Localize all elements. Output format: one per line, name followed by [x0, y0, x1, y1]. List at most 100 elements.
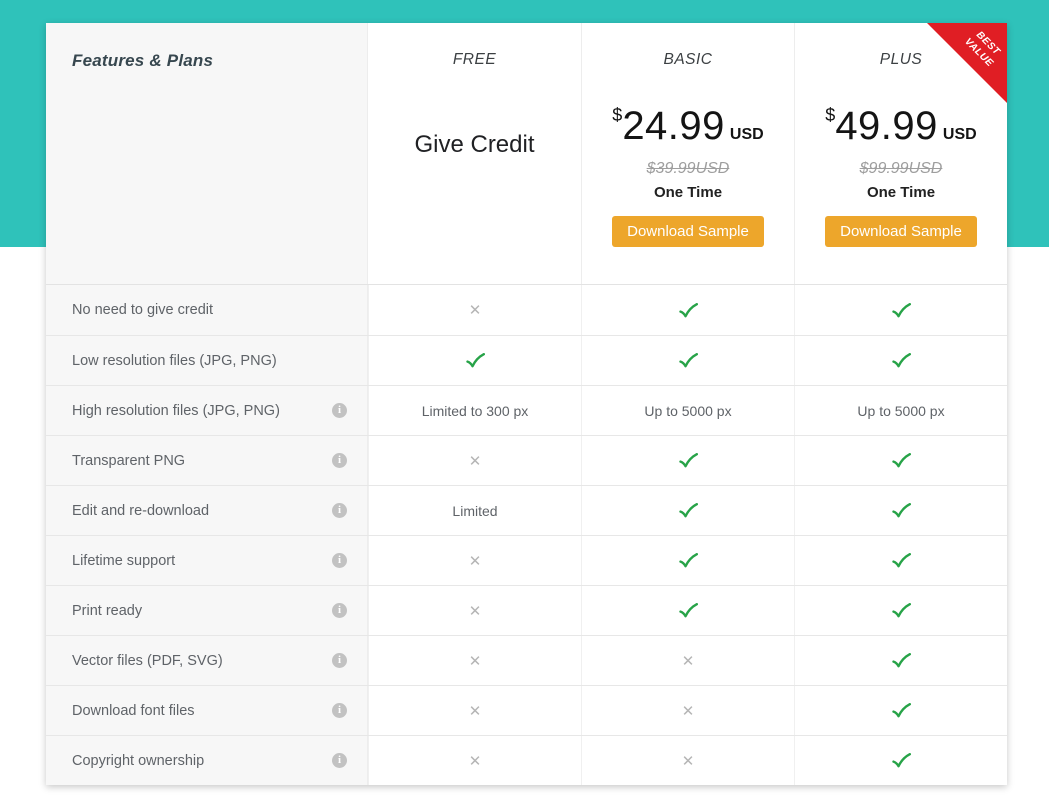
feature-label: Edit and re-download: [72, 502, 210, 519]
check-icon: [678, 503, 698, 518]
feature-label-cell: Low resolution files (JPG, PNG): [46, 336, 368, 385]
feature-label-cell: Transparent PNG i: [46, 436, 368, 485]
pricing-table: Features & Plans FREE Give Credit BASIC …: [46, 23, 1007, 785]
feature-label-cell: Lifetime support i: [46, 536, 368, 585]
table-row: Transparent PNG i ✕: [46, 435, 1007, 485]
price-amount-plus: 49.99: [835, 104, 938, 148]
price-amount-basic: 24.99: [622, 104, 725, 148]
plan-tagline-free: Give Credit: [414, 131, 535, 158]
plan-value-text: Up to 5000 px: [644, 402, 732, 419]
feature-label: Low resolution files (JPG, PNG): [72, 352, 277, 369]
old-price-basic: $39.99USD: [646, 160, 730, 177]
feature-label-cell: Vector files (PDF, SVG) i: [46, 636, 368, 685]
pricing-table-header: Features & Plans FREE Give Credit BASIC …: [46, 23, 1007, 285]
table-row: Print ready i ✕: [46, 585, 1007, 635]
info-icon[interactable]: i: [332, 403, 347, 418]
check-icon: [891, 753, 911, 768]
cross-icon: ✕: [681, 752, 695, 770]
plan-value-cell: [581, 486, 794, 535]
check-icon: [891, 503, 911, 518]
check-icon: [891, 603, 911, 618]
price-currency-plus: $: [825, 105, 836, 125]
plan-value-cell: ✕: [368, 736, 581, 785]
plan-header-free: FREE Give Credit: [368, 23, 581, 284]
plan-value-cell: [368, 336, 581, 385]
plan-value-cell: Limited: [368, 486, 581, 535]
plan-value-cell: [581, 336, 794, 385]
features-plans-title: Features & Plans: [72, 51, 214, 70]
plan-value-cell: ✕: [581, 686, 794, 735]
check-icon: [678, 603, 698, 618]
info-icon[interactable]: i: [332, 753, 347, 768]
plan-value-text: Limited to 300 px: [421, 402, 529, 419]
plan-value-cell: [581, 436, 794, 485]
table-row: Lifetime support i ✕: [46, 535, 1007, 585]
feature-label-cell: Edit and re-download i: [46, 486, 368, 535]
check-icon: [891, 302, 911, 317]
feature-label: Copyright ownership: [72, 752, 205, 769]
download-sample-button-plus[interactable]: Download Sample: [825, 216, 977, 247]
check-icon: [465, 353, 485, 368]
price-unit-plus: USD: [942, 126, 977, 143]
feature-label-cell: Copyright ownership i: [46, 736, 368, 785]
cross-icon: ✕: [468, 602, 482, 620]
feature-label: Print ready: [72, 602, 143, 619]
feature-label: Lifetime support: [72, 552, 176, 569]
table-row: High resolution files (JPG, PNG) i Limited…: [46, 385, 1007, 435]
info-icon[interactable]: i: [332, 603, 347, 618]
check-icon: [891, 653, 911, 668]
feature-label-cell: High resolution files (JPG, PNG) i: [46, 386, 368, 435]
feature-label-cell: Print ready i: [46, 586, 368, 635]
features-header-cell: Features & Plans: [46, 23, 368, 284]
feature-label: High resolution files (JPG, PNG): [72, 402, 280, 419]
plan-value-cell: ✕: [368, 536, 581, 585]
plan-value-cell: [794, 686, 1007, 735]
cross-icon: ✕: [681, 702, 695, 720]
plan-name-plus: PLUS: [879, 51, 923, 68]
price-basic: $24.99 USD: [582, 95, 794, 155]
check-icon: [678, 353, 698, 368]
price-plus: $49.99 USD: [795, 95, 1007, 155]
plan-value-cell: [794, 486, 1007, 535]
feature-label-cell: No need to give credit: [46, 285, 368, 335]
plan-value-cell: Up to 5000 px: [581, 386, 794, 435]
plan-value-cell: [581, 536, 794, 585]
check-icon: [891, 453, 911, 468]
plan-value-cell: [794, 736, 1007, 785]
billing-basic: One Time: [653, 184, 723, 201]
table-row: No need to give credit ✕: [46, 285, 1007, 335]
check-icon: [891, 703, 911, 718]
old-price-plus: $99.99USD: [859, 160, 943, 177]
check-icon: [678, 453, 698, 468]
plan-value-cell: [794, 336, 1007, 385]
feature-label: Transparent PNG: [72, 452, 186, 469]
info-icon[interactable]: i: [332, 503, 347, 518]
feature-label: Vector files (PDF, SVG): [72, 652, 223, 669]
plan-value-cell: ✕: [368, 586, 581, 635]
table-row: Download font files i ✕ ✕: [46, 685, 1007, 735]
info-icon[interactable]: i: [332, 653, 347, 668]
billing-plus: One Time: [866, 184, 936, 201]
plan-value-cell: [794, 436, 1007, 485]
feature-label: No need to give credit: [72, 302, 214, 318]
plan-value-cell: [794, 586, 1007, 635]
cross-icon: ✕: [468, 752, 482, 770]
info-icon[interactable]: i: [332, 703, 347, 718]
check-icon: [678, 553, 698, 568]
cross-icon: ✕: [468, 702, 482, 720]
cross-icon: ✕: [468, 452, 482, 470]
plan-value-cell: ✕: [368, 636, 581, 685]
check-icon: [891, 353, 911, 368]
info-icon[interactable]: i: [332, 453, 347, 468]
plan-value-cell: [794, 285, 1007, 335]
download-sample-button-basic[interactable]: Download Sample: [612, 216, 764, 247]
plan-value-cell: [581, 586, 794, 635]
plan-value-cell: ✕: [581, 636, 794, 685]
plan-value-cell: [794, 536, 1007, 585]
info-icon[interactable]: i: [332, 553, 347, 568]
plan-name-free: FREE: [452, 51, 497, 68]
plan-value-cell: Up to 5000 px: [794, 386, 1007, 435]
plan-name-basic: BASIC: [663, 51, 713, 68]
table-row: Copyright ownership i ✕ ✕: [46, 735, 1007, 785]
plan-header-basic: BASIC $24.99 USD $39.99USD One Time Downl…: [581, 23, 794, 284]
